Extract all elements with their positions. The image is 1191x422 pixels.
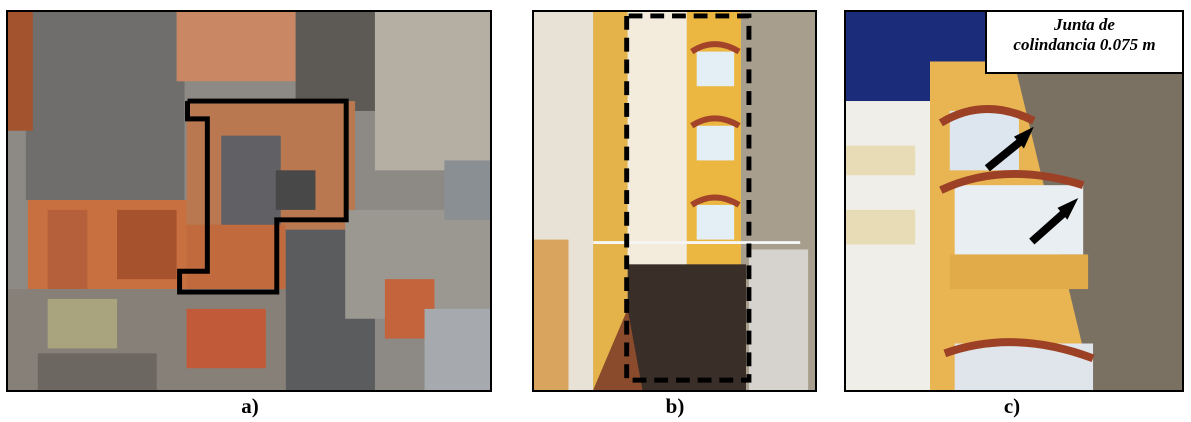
callout-line-2: colindancia 0.075 m — [1013, 35, 1156, 54]
property-outline — [177, 98, 349, 295]
building-dashed-outline — [624, 13, 752, 383]
callout-box: Junta de colindancia 0.075 m — [985, 10, 1184, 74]
arrow-2-shaft — [1029, 206, 1070, 245]
facade-photo-image — [534, 12, 815, 390]
caption-c: c) — [1003, 394, 1021, 418]
panel-b-facade-photo — [532, 10, 817, 392]
panel-c-balcony-photo — [844, 10, 1184, 392]
arrow-1-head — [1014, 126, 1034, 149]
callout-line-1: Junta de — [1054, 15, 1115, 34]
aerial-photo-image — [8, 12, 490, 390]
arrow-1-shaft — [984, 135, 1027, 172]
balcony-photo-image — [846, 12, 1182, 390]
arrow-2-head — [1057, 198, 1079, 220]
caption-b: b) — [665, 394, 685, 418]
caption-a: a) — [241, 394, 259, 418]
panel-a-aerial-photo — [6, 10, 492, 392]
